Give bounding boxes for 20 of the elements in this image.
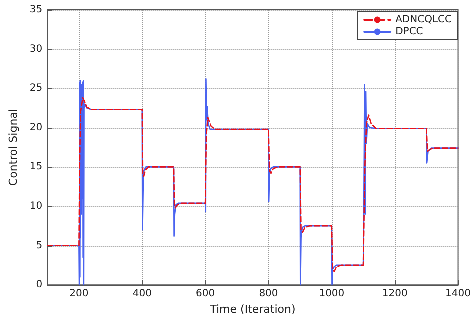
y-tick-label: 20 [30, 122, 43, 134]
x-tick-label: 600 [196, 288, 216, 300]
y-tick-label: 30 [30, 44, 43, 55]
y-tick-label: 35 [30, 4, 43, 16]
x-axis-title: Time (Iteration) [209, 303, 296, 316]
y-axis-title: Control Signal [7, 109, 20, 186]
y-tick-label: 10 [30, 201, 43, 212]
y-tick-label: 25 [30, 83, 43, 94]
legend-label: DPCC [396, 26, 424, 38]
legend-label: ADNCQLCC [396, 14, 452, 26]
x-tick-label: 1400 [446, 288, 471, 300]
x-tick-label: 1200 [382, 288, 408, 300]
x-tick-label: 1000 [319, 288, 345, 300]
x-tick-label: 400 [132, 288, 152, 300]
x-tick-label: 200 [70, 288, 89, 300]
y-tick-label: 0 [36, 280, 43, 291]
line-series [46, 97, 459, 272]
x-tick-label: 800 [259, 288, 278, 300]
y-tick-label: 15 [30, 162, 43, 173]
y-tick-label: 5 [36, 240, 43, 252]
